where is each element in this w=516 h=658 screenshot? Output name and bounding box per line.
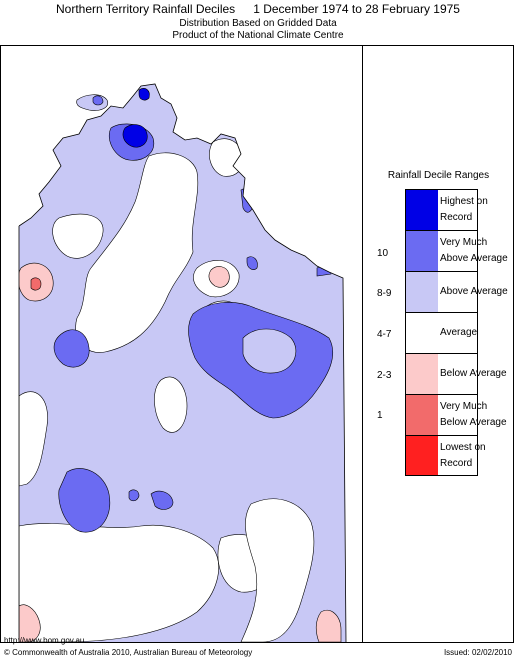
island-highest-patch: [138, 88, 150, 101]
legend-label-highest: Highest on Record: [440, 196, 488, 223]
title-text: Northern Territory Rainfall Deciles: [56, 2, 236, 16]
legend-swatch-below: [405, 353, 478, 394]
legend-label-above: Above Average: [440, 286, 508, 297]
legend-label-lowest: Lowest on Record: [440, 442, 486, 469]
legend-swatch-highest: [405, 189, 478, 230]
below-average-zone-southwest: [19, 604, 41, 642]
average-zone-north-central: [75, 152, 199, 353]
very-much-below-average-zone: [30, 277, 42, 291]
very-much-above-average-zone-small: [150, 490, 174, 510]
map-frame: [0, 45, 514, 643]
legend-label-below: Below Average: [440, 368, 507, 379]
average-zone-southwest: [19, 391, 48, 487]
legend-swatch-fill: [406, 436, 438, 475]
legend-swatch-very-much-below: [405, 394, 478, 435]
tiwi-islands-patch: [92, 95, 104, 106]
footer-url: http://www.bom.gov.au: [4, 636, 85, 645]
average-zone-far-south-east: [240, 498, 315, 642]
legend-label-very-much-below: Very Much Below Average: [440, 401, 507, 428]
footer-issued-date: Issued: 02/02/2010: [443, 648, 512, 657]
title-period: 1 December 1974 to 28 February 1975: [253, 2, 460, 16]
legend-range-4-7: 4-7: [377, 329, 392, 340]
subtitle-line-2: Product of the National Climate Centre: [172, 30, 344, 41]
above-average-zone-inner: [242, 328, 297, 374]
legend-range-8-9: 8-9: [377, 288, 392, 299]
legend-range-1: 1: [377, 410, 383, 421]
legend-swatch-very-much-above: [405, 230, 478, 271]
very-much-above-average-zone-south: [58, 468, 111, 533]
legend-range-10: 10: [377, 248, 389, 259]
legend-swatch-above: [405, 271, 478, 312]
legend-swatch-average: [405, 312, 478, 353]
very-much-above-average-zone-west: [53, 329, 90, 368]
very-much-above-average-zone-dot: [128, 489, 140, 502]
footer-copyright: © Commonwealth of Australia 2010, Austra…: [4, 648, 253, 657]
legend-swatch-fill: [406, 272, 438, 312]
legend-label-average: Average: [440, 327, 478, 338]
legend-range-2-3: 2-3: [377, 370, 392, 381]
legend-swatch-fill: [406, 354, 438, 394]
very-much-above-average-zone-edge: [316, 266, 332, 277]
legend-swatch-lowest: [405, 435, 478, 476]
legend-label-very-much-above: Very Much Above Average: [440, 237, 508, 264]
subtitle-line-1: Distribution Based on Gridded Data: [179, 18, 337, 29]
groote-island-patch: [246, 256, 258, 270]
below-average-zone-central: [208, 266, 230, 288]
legend-swatch-fill: [406, 395, 438, 435]
legend-title: Rainfall Decile Ranges: [387, 170, 490, 181]
map-title: Northern Territory Rainfall Deciles 1 Dec…: [0, 2, 516, 16]
average-zone-west: [52, 213, 104, 259]
nt-boundary: [18, 83, 347, 642]
tiwi-islands: [76, 94, 109, 111]
decile-fill-layer: [19, 84, 346, 642]
below-average-zone-southeast: [315, 610, 342, 642]
highest-on-record-zone: [122, 124, 148, 148]
legend-swatch-fill: [406, 190, 438, 230]
rainfall-map: [18, 83, 347, 642]
legend-divider: [362, 45, 363, 643]
average-zone-central-small: [154, 376, 188, 433]
legend-swatch-fill: [406, 313, 438, 353]
legend-swatch-fill: [406, 231, 438, 271]
